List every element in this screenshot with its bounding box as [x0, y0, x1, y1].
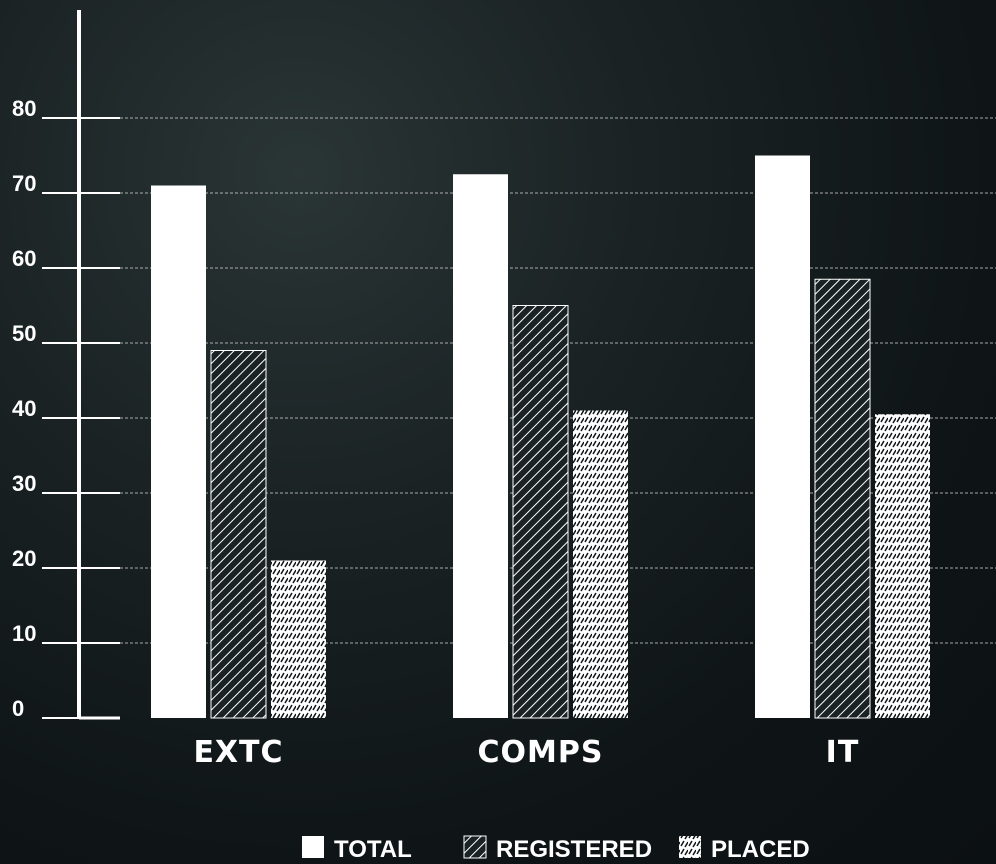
legend-label-placed: PLACED [711, 836, 810, 863]
bar-placed-it [875, 414, 930, 718]
y-tick-label: 20 [12, 546, 36, 571]
category-label: COMPS [478, 735, 604, 770]
legend-swatch-registered [463, 835, 487, 859]
y-tick-label: 10 [12, 621, 36, 646]
bar-placed-extc [271, 560, 326, 718]
legend-label-total: TOTAL [334, 836, 412, 863]
y-tick-label: 40 [12, 396, 36, 421]
bar-placed-comps [573, 410, 628, 718]
category-label: IT [826, 735, 860, 770]
y-tick-label: 80 [12, 96, 36, 121]
legend-label-registered: REGISTERED [496, 836, 652, 863]
y-axis: 0 10 20 30 40 50 60 70 80 [12, 10, 120, 721]
legend-swatch-placed [679, 836, 701, 858]
bar-total-comps [453, 174, 508, 718]
legend: TOTAL REGISTERED PLACED [302, 835, 810, 863]
bars [151, 155, 930, 719]
bar-registered-extc [210, 350, 267, 719]
y-tick-label: 0 [12, 696, 24, 721]
bar-total-extc [151, 185, 206, 718]
y-tick-label: 60 [12, 246, 36, 271]
category-labels: EXTC COMPS IT [193, 735, 860, 770]
y-tick-label: 30 [12, 471, 36, 496]
bar-registered-it [814, 278, 871, 719]
bar-total-it [755, 155, 810, 718]
y-tick-label: 50 [12, 321, 36, 346]
y-tick-label: 70 [12, 171, 36, 196]
bar-registered-comps [512, 305, 569, 719]
category-label: EXTC [193, 735, 283, 770]
legend-swatch-total [302, 836, 324, 858]
